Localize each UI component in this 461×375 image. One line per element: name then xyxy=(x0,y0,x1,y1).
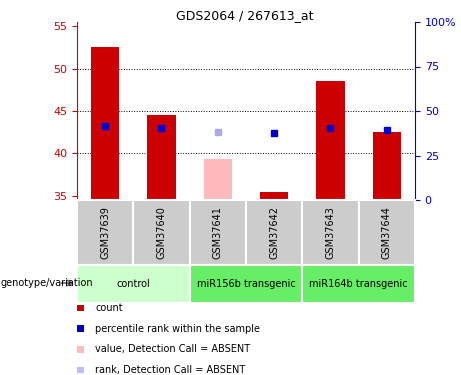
Bar xyxy=(204,159,232,200)
Text: GSM37644: GSM37644 xyxy=(382,206,392,259)
Bar xyxy=(77,200,133,265)
Bar xyxy=(302,200,359,265)
Text: percentile rank within the sample: percentile rank within the sample xyxy=(95,324,260,334)
Bar xyxy=(148,115,176,200)
Bar xyxy=(359,200,415,265)
Bar xyxy=(316,81,344,200)
Bar xyxy=(77,265,189,303)
Text: control: control xyxy=(117,279,150,289)
Bar xyxy=(246,200,302,265)
Text: genotype/variation: genotype/variation xyxy=(1,278,94,288)
Bar xyxy=(302,265,415,303)
Text: GSM37639: GSM37639 xyxy=(100,206,110,259)
Text: GSM37642: GSM37642 xyxy=(269,206,279,259)
Text: rank, Detection Call = ABSENT: rank, Detection Call = ABSENT xyxy=(95,365,246,375)
Bar xyxy=(373,132,401,200)
Text: GDS2064 / 267613_at: GDS2064 / 267613_at xyxy=(176,9,313,22)
Text: count: count xyxy=(95,303,123,313)
Bar xyxy=(133,200,189,265)
Bar xyxy=(91,47,119,200)
Text: GSM37641: GSM37641 xyxy=(213,206,223,259)
Bar xyxy=(189,265,302,303)
Text: value, Detection Call = ABSENT: value, Detection Call = ABSENT xyxy=(95,344,251,354)
Text: miR156b transgenic: miR156b transgenic xyxy=(197,279,296,289)
Bar xyxy=(189,200,246,265)
Text: miR164b transgenic: miR164b transgenic xyxy=(309,279,408,289)
Text: GSM37640: GSM37640 xyxy=(156,206,166,259)
Bar xyxy=(260,192,288,200)
Text: GSM37643: GSM37643 xyxy=(325,206,336,259)
